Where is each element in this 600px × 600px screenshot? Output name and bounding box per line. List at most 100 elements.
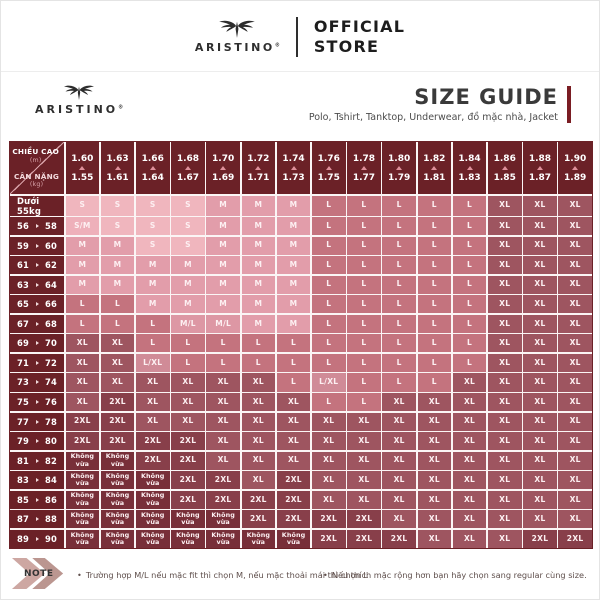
size-cell: M	[276, 314, 311, 333]
size-cell: L	[135, 334, 170, 353]
size-guide-header: SIZE GUIDE Polo, Tshirt, Tanktop, Underw…	[309, 86, 571, 124]
size-cell: XL	[382, 393, 416, 412]
weight-row-label: 79 80	[10, 432, 64, 451]
size-cell: Không vừa	[65, 510, 100, 529]
size-cell: L	[65, 295, 100, 314]
arrow-up-icon	[325, 166, 332, 170]
size-cell: L	[382, 275, 416, 294]
size-cell: L	[347, 236, 381, 255]
height-column-header: 1.82 1.81	[417, 142, 452, 194]
arrow-up-icon	[220, 166, 227, 170]
size-cell: Không vừa	[65, 451, 100, 470]
aristino-logo: ARISTINO®	[195, 20, 280, 54]
height-column-header: 1.72 1.71	[241, 142, 276, 194]
size-cell: M	[206, 295, 240, 314]
size-cell: L	[417, 217, 452, 236]
size-cell: L	[417, 236, 452, 255]
size-cell: L	[347, 217, 381, 236]
size-cell: 2XL	[171, 451, 205, 470]
size-cell: L	[100, 295, 135, 314]
size-cell: XL	[487, 275, 522, 294]
size-cell: 2XL	[558, 529, 592, 548]
size-cell: XL	[558, 373, 592, 392]
size-cell: XL	[487, 471, 522, 490]
size-cell: L	[206, 353, 240, 372]
arrow-up-icon	[466, 166, 473, 170]
size-cell: L	[452, 275, 487, 294]
size-cell: L	[311, 217, 346, 236]
size-cell: S/M	[65, 217, 100, 236]
arrow-right-icon	[35, 224, 39, 229]
weight-row-label: 67 68	[10, 314, 64, 333]
size-cell: M	[206, 195, 240, 216]
size-cell: S	[171, 236, 205, 255]
size-cell: L	[417, 295, 452, 314]
size-cell: XL	[276, 393, 311, 412]
size-cell: 2XL	[241, 510, 276, 529]
height-column-header: 1.86 1.85	[487, 142, 522, 194]
arrow-up-icon	[501, 166, 508, 170]
size-cell: XL	[382, 412, 416, 431]
size-cell: L	[382, 236, 416, 255]
arrow-right-icon	[35, 341, 39, 346]
size-cell: XL	[135, 373, 170, 392]
size-cell: Không vừa	[65, 471, 100, 490]
size-cell: Không vừa	[65, 490, 100, 509]
size-cell: L	[382, 314, 416, 333]
size-cell: 2XL	[171, 490, 205, 509]
size-cell: XL	[417, 451, 452, 470]
size-cell: XL	[523, 217, 557, 236]
size-cell: M	[276, 236, 311, 255]
size-cell: XL	[347, 490, 381, 509]
size-cell: XL	[171, 393, 205, 412]
size-cell: M	[241, 275, 276, 294]
size-cell: L	[382, 334, 416, 353]
weight-axis-unit: (kg)	[29, 181, 44, 189]
size-cell: XL	[487, 510, 522, 529]
size-cell: XL	[487, 451, 522, 470]
size-cell: Không vừa	[135, 490, 170, 509]
size-cell: XL	[452, 373, 487, 392]
top-banner: ARISTINO® OFFICIAL STORE	[1, 11, 599, 63]
size-cell: L	[347, 314, 381, 333]
size-cell: XL	[487, 217, 522, 236]
size-cell: XL	[523, 510, 557, 529]
size-cell: M	[241, 217, 276, 236]
size-cell: S	[135, 195, 170, 216]
size-cell: L/XL	[311, 373, 346, 392]
size-cell: S	[135, 217, 170, 236]
size-cell: L	[382, 353, 416, 372]
size-cell: XL	[417, 412, 452, 431]
size-cell: XL	[241, 373, 276, 392]
size-cell: XL	[558, 275, 592, 294]
size-cell: M	[135, 295, 170, 314]
size-cell: L	[347, 275, 381, 294]
size-cell: L	[311, 256, 346, 275]
size-cell: XL	[100, 373, 135, 392]
weight-row-label: 61 62	[10, 256, 64, 275]
size-cell: 2XL	[65, 432, 100, 451]
weight-row-label: 77 78	[10, 412, 64, 431]
size-cell: M/L	[206, 314, 240, 333]
size-cell: XL	[558, 471, 592, 490]
size-cell: L	[452, 236, 487, 255]
size-cell: M/L	[171, 314, 205, 333]
eagle-icon	[64, 85, 95, 100]
size-cell: L	[311, 314, 346, 333]
size-cell: XL	[523, 393, 557, 412]
size-cell: M	[171, 295, 205, 314]
weight-row-label: 87 88	[10, 510, 64, 529]
size-cell: Không vừa	[206, 529, 240, 548]
size-cell: M	[65, 275, 100, 294]
size-cell: M	[65, 256, 100, 275]
arrow-right-icon	[35, 478, 39, 483]
size-cell: XL	[347, 471, 381, 490]
arrow-up-icon	[79, 166, 86, 170]
size-cell: M	[206, 256, 240, 275]
size-cell: 2XL	[100, 393, 135, 412]
size-cell: XL	[347, 412, 381, 431]
height-column-header: 1.76 1.75	[311, 142, 346, 194]
size-cell: XL	[417, 471, 452, 490]
size-cell: Không vừa	[100, 510, 135, 529]
arrow-up-icon	[290, 166, 297, 170]
